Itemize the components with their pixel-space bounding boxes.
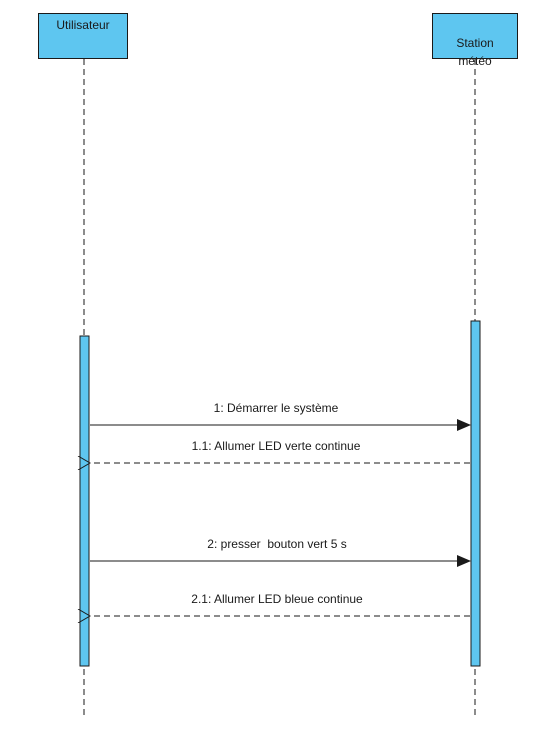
lifeline-label-utilisateur: Utilisateur — [56, 18, 110, 32]
message-label-1: 1: Démarrer le système — [213, 401, 339, 415]
lifeline-head-utilisateur: Utilisateur — [38, 13, 128, 59]
message-label-2: 2: presser bouton vert 5 s — [207, 537, 347, 551]
lifeline-head-station: Station météo — [432, 13, 518, 68]
message-label-2-1: 2.1: Allumer LED bleue continue — [191, 592, 363, 606]
activation-bar-station — [470, 320, 481, 667]
activation-bar-utilisateur — [79, 335, 90, 667]
message-label-1-1: 1.1: Allumer LED verte continue — [191, 439, 361, 453]
